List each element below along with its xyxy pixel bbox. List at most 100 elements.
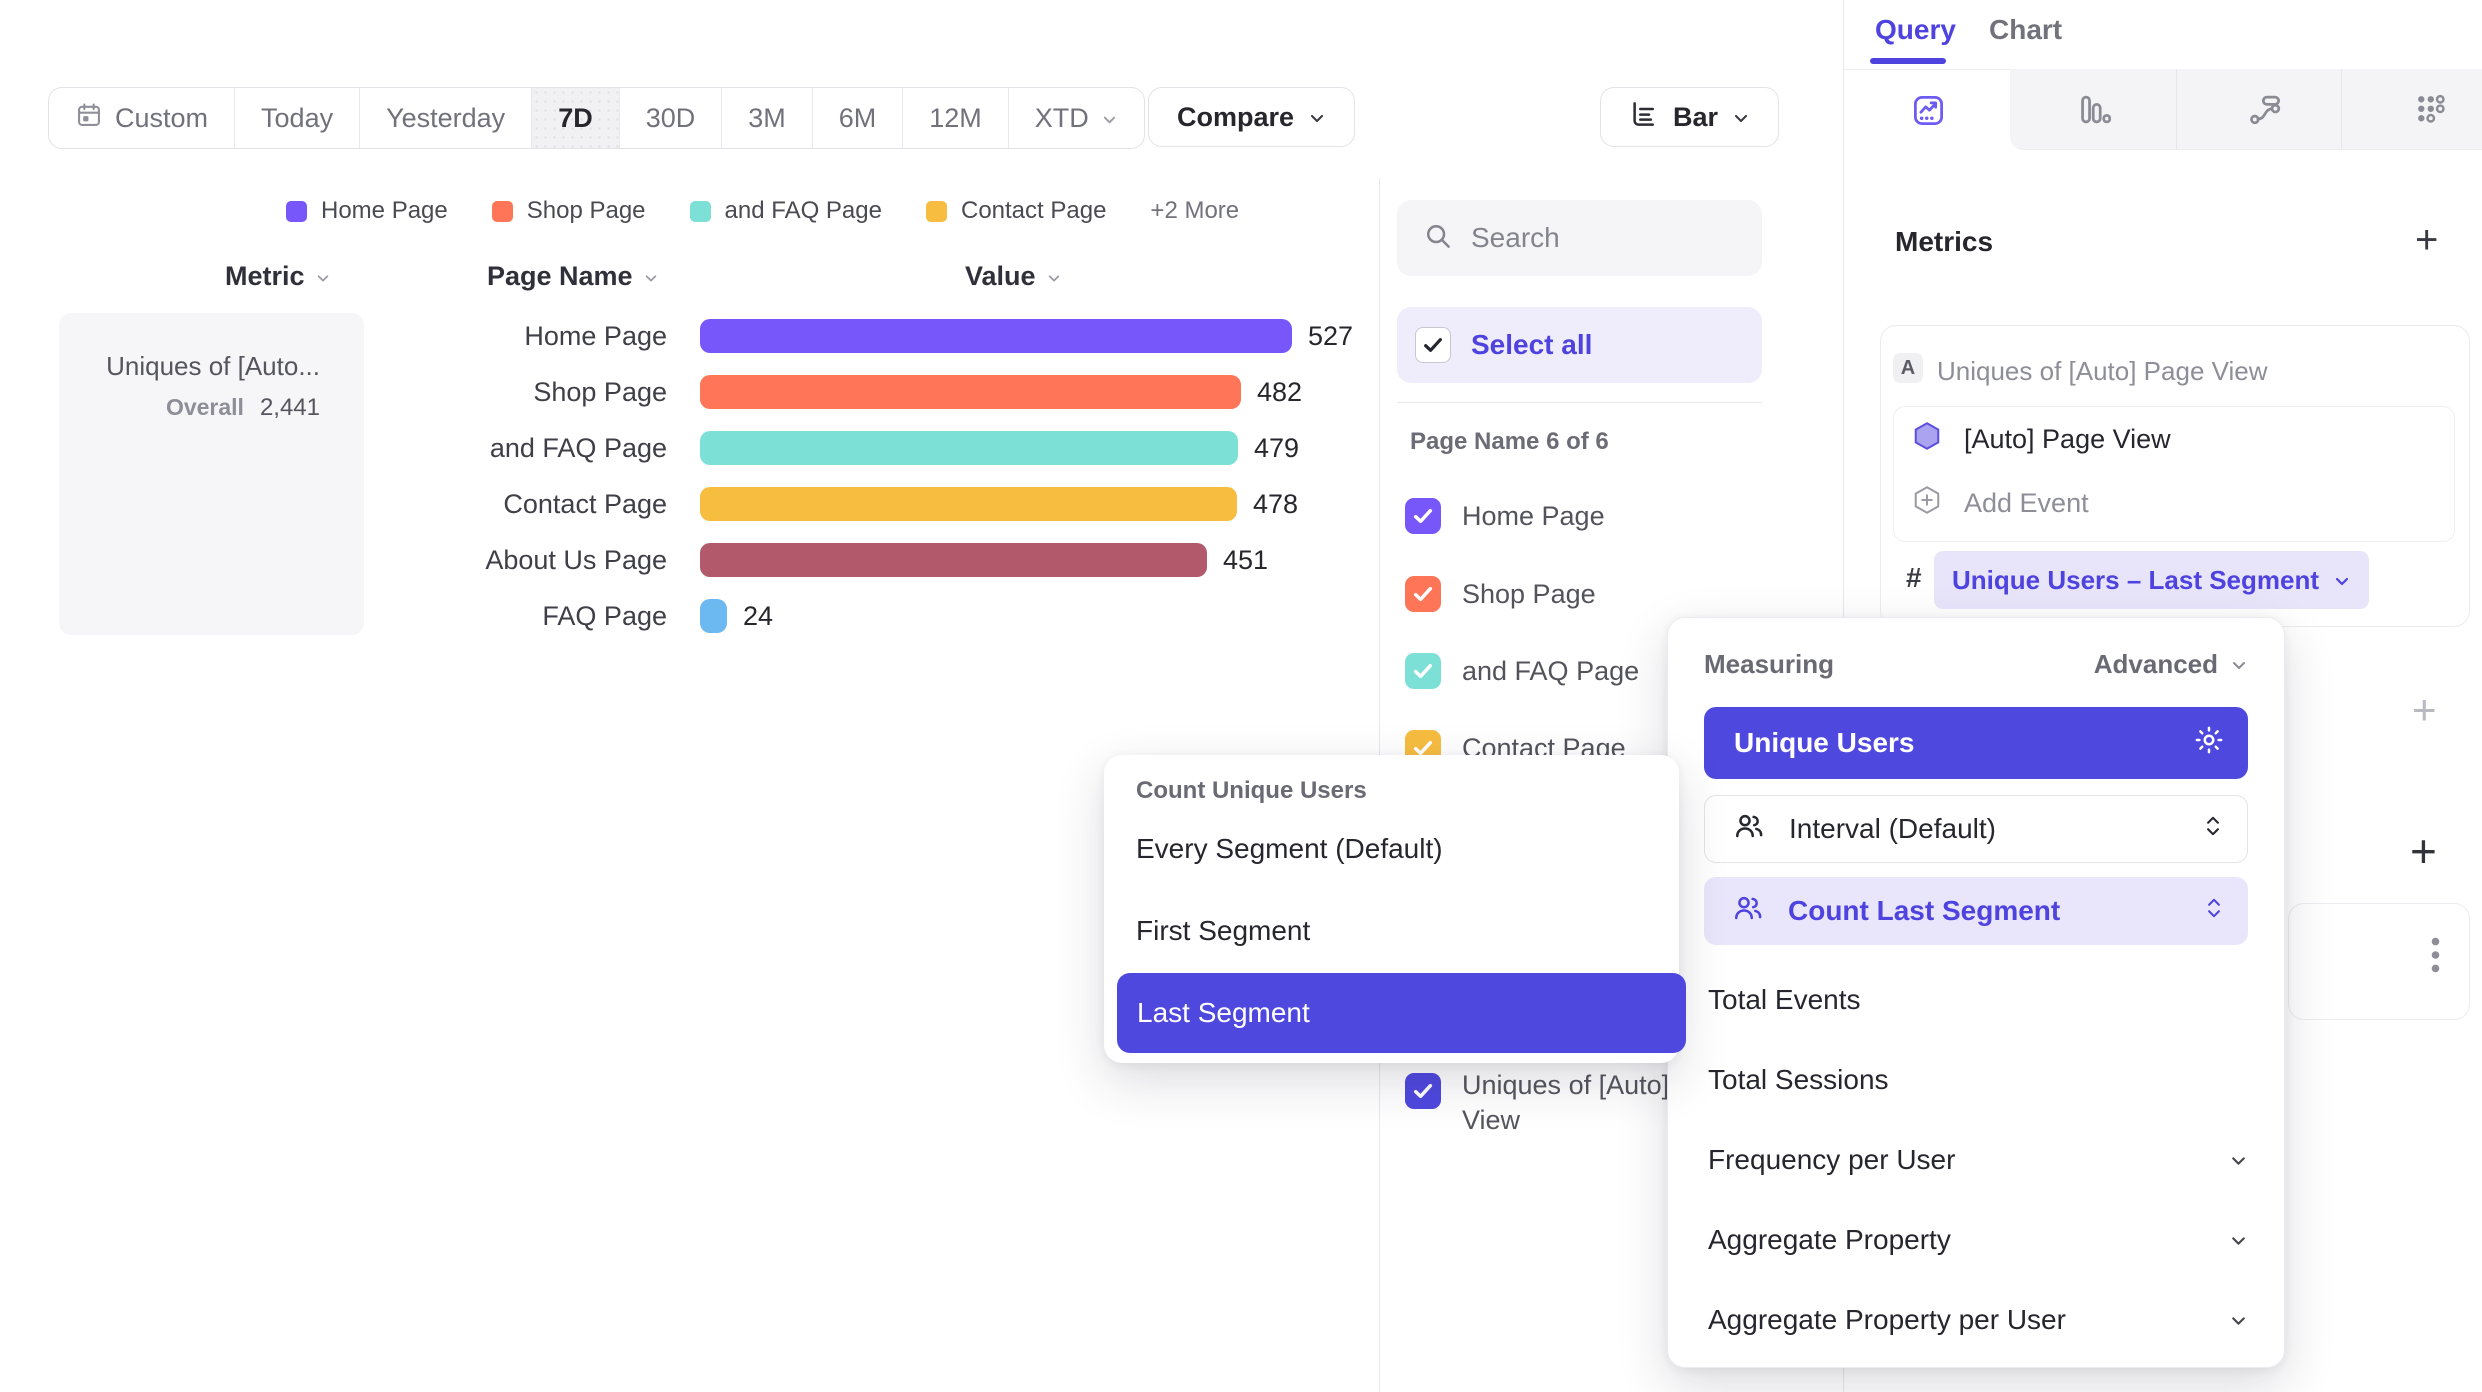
updown-selector-icon	[2204, 895, 2224, 927]
bar-contact-page[interactable]	[700, 487, 1237, 521]
measuring-option-total-events[interactable]: Total Events	[1708, 984, 1861, 1015]
date-range-today[interactable]: Today	[235, 88, 361, 148]
measuring-option-aggregate-property-per-user[interactable]: Aggregate Property per User	[1708, 1304, 2248, 1336]
event-row[interactable]: [Auto] Page View	[1912, 421, 2171, 458]
legend-more-link[interactable]: +2 More	[1150, 197, 1240, 224]
legend-item-shop-page[interactable]: Shop Page	[491, 197, 646, 225]
tab-flows-chart[interactable]	[2176, 69, 2341, 149]
gear-icon[interactable]	[2194, 725, 2224, 762]
date-range-12m[interactable]: 12M	[903, 88, 1009, 148]
tab-query[interactable]: Query	[1875, 14, 1956, 45]
tab-insights-chart[interactable]	[1844, 69, 2010, 150]
compare-button[interactable]: Compare	[1148, 87, 1356, 147]
bar-value-label: 479	[1254, 433, 1300, 463]
measuring-option-frequency-per-user[interactable]: Frequency per User	[1708, 1144, 2248, 1176]
bar-and-faq-page[interactable]	[700, 431, 1238, 465]
tab-retention-chart[interactable]	[2341, 69, 2482, 149]
option-every-segment[interactable]: Every Segment (Default)	[1136, 833, 1443, 864]
bar-category-label: and FAQ Page	[489, 433, 667, 463]
checkbox-shop-page[interactable]	[1405, 576, 1441, 612]
active-tab-underline	[1870, 58, 1946, 64]
bar-value-label: 482	[1257, 377, 1303, 407]
interval-selector[interactable]: Interval (Default)	[1704, 795, 2248, 863]
date-range-yesterday[interactable]: Yesterday	[360, 88, 533, 148]
segment-count-dropdown: Count Unique Users Every Segment (Defaul…	[1104, 755, 1686, 1063]
chevron-down-icon	[2333, 565, 2351, 596]
add-metric-button[interactable]: +	[2415, 218, 2439, 262]
segment-item-home-page[interactable]: Home Page	[1462, 501, 1605, 531]
bar-row-about-us-page: About Us Page 451	[300, 540, 1379, 580]
option-last-segment[interactable]: Last Segment	[1117, 973, 1686, 1053]
select-all-label: Select all	[1471, 329, 1593, 360]
search-icon	[1423, 221, 1453, 256]
date-range-picker: Custom Today Yesterday 7D 30D 3M 6M 12M …	[48, 87, 1145, 149]
bar-value-label: 478	[1253, 489, 1299, 519]
date-range-label: Custom	[115, 102, 209, 133]
legend-swatch	[491, 200, 513, 222]
segment-item-and-faq-page[interactable]: and FAQ Page	[1462, 656, 1640, 686]
measuring-title: Measuring	[1704, 649, 1835, 679]
measuring-option-unique-users[interactable]: Unique Users	[1704, 707, 2248, 779]
chevron-down-icon	[315, 261, 331, 292]
column-header-value[interactable]: Value	[965, 261, 1062, 292]
bar-shop-page[interactable]	[700, 375, 1241, 409]
chevron-down-icon	[2229, 1224, 2248, 1256]
column-header-metric[interactable]: Metric	[225, 261, 331, 292]
advanced-toggle[interactable]: Advanced	[2094, 649, 2248, 680]
date-range-xtd[interactable]: XTD	[1009, 88, 1144, 148]
select-all-row[interactable]: Select all	[1397, 307, 1762, 383]
segment-search[interactable]	[1397, 200, 1762, 276]
chevron-down-icon	[1046, 261, 1062, 292]
hexagon-plus-icon	[1912, 485, 1942, 522]
segment-group-label: Page Name 6 of 6	[1410, 428, 1609, 455]
metric-query-card: A Uniques of [Auto] Page View [Auto] Pag…	[1880, 325, 2470, 627]
column-header-page-name[interactable]: Page Name	[487, 261, 659, 292]
chart-type-button[interactable]: Bar	[1600, 87, 1780, 147]
add-event-row[interactable]: Add Event	[1912, 485, 2089, 522]
bar-category-label: Shop Page	[533, 377, 667, 407]
add-breakdown-button[interactable]: +	[2412, 686, 2437, 733]
date-range-custom[interactable]: Custom	[49, 88, 236, 148]
date-range-3m[interactable]: 3M	[722, 88, 813, 148]
overflow-menu-icon[interactable]	[2431, 936, 2440, 979]
add-filter-button[interactable]: +	[2410, 825, 2437, 877]
bar-faq-page[interactable]	[700, 599, 727, 633]
checkbox-uniques-metric[interactable]	[1405, 1073, 1441, 1109]
legend-item-and-faq-page[interactable]: and FAQ Page	[689, 197, 882, 225]
checkbox-home-page[interactable]	[1405, 498, 1441, 534]
updown-selector-icon	[2203, 813, 2223, 845]
count-last-segment-selector[interactable]: Count Last Segment	[1704, 877, 2248, 945]
measure-chip[interactable]: Unique Users – Last Segment	[1934, 551, 2369, 609]
tab-funnel-chart[interactable]	[2010, 69, 2176, 149]
option-first-segment[interactable]: First Segment	[1136, 915, 1311, 946]
date-range-30d[interactable]: 30D	[620, 88, 723, 148]
date-range-7d[interactable]: 7D	[532, 88, 620, 148]
bar-about-us-page[interactable]	[700, 543, 1207, 577]
metrics-header: Metrics	[1895, 226, 1994, 257]
list-divider	[1397, 402, 1762, 403]
tab-chart[interactable]: Chart	[1989, 14, 2063, 45]
metric-letter-badge: A	[1893, 353, 1923, 383]
checkbox-and-faq-page[interactable]	[1405, 653, 1441, 689]
cell-separator	[2341, 69, 2342, 149]
search-input[interactable]	[1469, 221, 1743, 255]
bar-home-page[interactable]	[700, 319, 1292, 353]
legend-item-home-page[interactable]: Home Page	[286, 197, 448, 225]
chevron-down-icon	[1101, 103, 1118, 134]
date-range-6m[interactable]: 6M	[813, 88, 904, 148]
bar-value-label: 527	[1308, 321, 1354, 351]
bar-category-label: About Us Page	[485, 545, 667, 575]
select-all-checkbox[interactable]	[1415, 327, 1451, 363]
users-icon	[1732, 892, 1764, 931]
hexagon-icon	[1912, 421, 1942, 458]
flows-chart-icon	[2248, 92, 2283, 132]
peeking-card	[2288, 903, 2470, 1020]
bar-category-label: FAQ Page	[542, 601, 667, 631]
funnel-chart-icon	[2076, 92, 2112, 132]
chevron-down-icon	[2229, 1304, 2248, 1336]
legend-item-contact-page[interactable]: Contact Page	[925, 197, 1106, 225]
measuring-option-aggregate-property[interactable]: Aggregate Property	[1708, 1224, 2248, 1256]
segment-item-shop-page[interactable]: Shop Page	[1462, 579, 1596, 609]
measuring-option-total-sessions[interactable]: Total Sessions	[1708, 1064, 1889, 1095]
bar-row-faq-page: FAQ Page 24	[300, 596, 1379, 636]
